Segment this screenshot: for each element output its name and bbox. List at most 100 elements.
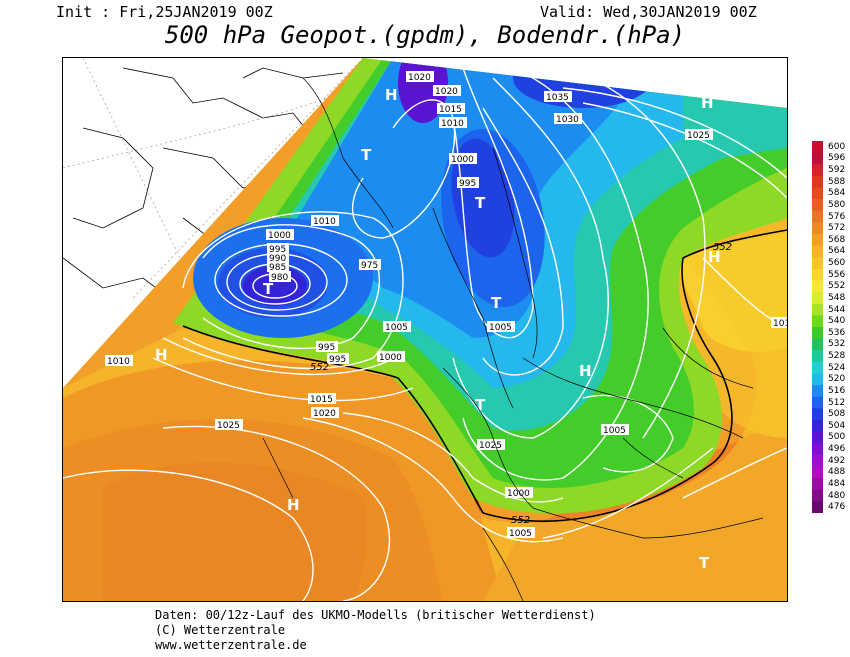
isobar-label-box	[449, 153, 477, 164]
legend-swatch	[812, 257, 823, 270]
contour-552-label: 552	[713, 242, 732, 253]
isobar-label-box	[267, 261, 289, 272]
legend-swatch	[812, 210, 823, 223]
isobar-label-box	[266, 229, 294, 240]
legend-swatch	[812, 280, 823, 293]
isobar-label-box	[433, 85, 461, 96]
legend-label: 516	[828, 385, 846, 396]
map-title: 500 hPa Geopot.(gpdm), Bodendr.(hPa)	[164, 21, 686, 49]
legend-swatch	[812, 245, 823, 258]
isobar-label: 1005	[385, 323, 408, 333]
isobar-label-box	[439, 117, 467, 128]
legend-label: 500	[828, 432, 846, 443]
isobar-label: 1005	[489, 323, 512, 333]
data-source: Daten: 00/12z-Lauf des UKMO-Modells (bri…	[155, 608, 596, 622]
isobar-label-box	[477, 439, 505, 450]
legend-swatch	[812, 408, 823, 421]
isobar-label: 1020	[435, 87, 458, 97]
legend-swatch	[812, 420, 823, 433]
pressure-centers: H H H H H H H T T T T T T	[155, 58, 721, 572]
isobar-label: 1020	[313, 409, 336, 419]
isobar-label-box	[406, 71, 434, 82]
isobar-label: 980	[271, 273, 288, 283]
legend-label: 592	[828, 165, 846, 176]
isobar-label: 1010	[773, 319, 787, 329]
legend-label: 544	[828, 304, 846, 315]
high-pressure-center: H	[516, 58, 529, 76]
low-pressure-center: T	[475, 396, 486, 414]
legend-label: 504	[828, 420, 846, 431]
isobar-label-box	[505, 487, 533, 498]
contour-552-labels: 552 552 552	[310, 242, 732, 526]
legend-swatch	[812, 373, 823, 386]
legend-swatch	[812, 164, 823, 177]
legend-label: 528	[828, 351, 846, 362]
isobar-label: 975	[361, 261, 378, 271]
legend-label: 488	[828, 467, 846, 478]
legend-label: 572	[828, 223, 846, 234]
legend-swatch	[812, 268, 823, 281]
legend-label: 580	[828, 199, 846, 210]
isobar-label-box	[308, 393, 336, 404]
isobar-label-box	[377, 351, 405, 362]
legend-swatch	[812, 175, 823, 188]
legend-label: 484	[828, 478, 846, 489]
isobar-labels: 1020 1020 1015 1010 1035 1030 1025 1000 995 1010 1…	[105, 71, 787, 539]
contour-552	[182, 229, 787, 522]
isobar-label-box	[267, 243, 289, 254]
legend-swatch	[812, 431, 823, 444]
isobar-label: 1000	[379, 353, 402, 363]
isobar-label: 995	[329, 355, 346, 365]
isobar-label: 1015	[439, 105, 462, 115]
isobar-label: 1005	[603, 426, 626, 436]
isobar-label-box	[105, 355, 133, 366]
high-pressure-center: H	[708, 248, 721, 266]
legend-swatch	[812, 396, 823, 409]
legend-label: 540	[828, 316, 846, 327]
isobar-label-box	[601, 424, 629, 435]
legend-swatch	[812, 466, 823, 479]
legend-swatch	[812, 338, 823, 351]
valid-time: Valid: Wed,30JAN2019 00Z	[540, 3, 757, 21]
low-pressure-center: T	[263, 280, 274, 298]
legend-label: 556	[828, 269, 846, 280]
legend-label: 576	[828, 211, 846, 222]
legend-swatch	[812, 222, 823, 235]
isobar-label-box	[457, 177, 479, 188]
isobar-label-box	[771, 317, 787, 328]
isobar-label-box	[437, 103, 465, 114]
legend-label: 596	[828, 153, 846, 164]
isobar-label-box	[327, 353, 349, 364]
low-pressure-center: T	[361, 146, 372, 164]
isobar-label: 1015	[310, 395, 333, 405]
legend-color-bar	[812, 141, 823, 513]
isobar-label: 990	[269, 254, 286, 264]
isobar-label-box	[507, 527, 535, 538]
legend-label: 480	[828, 490, 846, 501]
legend-label: 560	[828, 258, 846, 269]
isobar-label: 1025	[217, 421, 240, 431]
legend-swatch	[812, 315, 823, 328]
legend-label: 600	[828, 141, 846, 152]
high-pressure-center: H	[579, 362, 592, 380]
legend-label: 588	[828, 176, 846, 187]
isobar-label-box	[383, 321, 411, 332]
legend-swatch	[812, 234, 823, 247]
color-legend: 600 596 592 588 584 580 576 572 568 564 560 556 552 5…	[812, 131, 850, 523]
legend-label: 520	[828, 374, 846, 385]
legend-label: 476	[828, 502, 846, 513]
geopotential-field	[63, 58, 787, 601]
high-pressure-center: H	[701, 94, 714, 112]
website-link[interactable]: www.wetterzentrale.de	[155, 638, 307, 652]
isobar-label: 1020	[408, 73, 431, 83]
legend-label: 512	[828, 397, 846, 408]
legend-swatch	[812, 489, 823, 502]
legend-swatch	[812, 141, 823, 154]
isobar-label: 1000	[268, 231, 291, 241]
isobar-label-box	[311, 215, 339, 226]
isobar-label: 1025	[687, 131, 710, 141]
legend-swatch	[812, 327, 823, 340]
legend-swatch	[812, 350, 823, 363]
legend-swatch	[812, 187, 823, 200]
legend-swatch	[812, 199, 823, 212]
